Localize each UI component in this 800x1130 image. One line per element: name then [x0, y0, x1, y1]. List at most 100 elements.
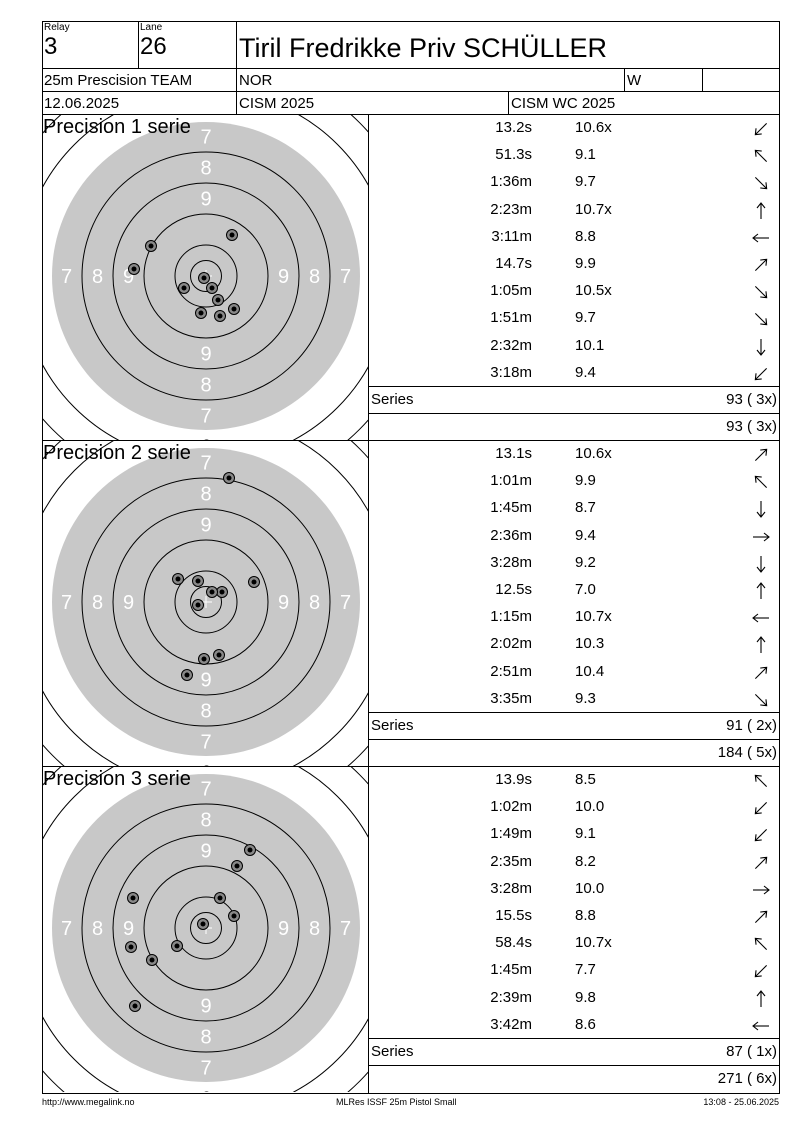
shot-time: 1:15m	[490, 608, 532, 626]
shot-mark	[197, 918, 209, 930]
shot-row: 1:02m 10.0	[369, 794, 779, 821]
shot-score: 10.5x	[575, 282, 612, 300]
target-diagram: 6666777788889999	[43, 767, 369, 1092]
series-summary-line	[368, 712, 780, 713]
shot-mark	[231, 860, 243, 872]
shot-score: 9.1	[575, 146, 596, 164]
direction-arrow-icon	[752, 233, 769, 243]
ring-number: 7	[61, 918, 72, 940]
series-title: Precision 1 serie	[43, 116, 191, 138]
shot-time: 1:02m	[490, 798, 532, 816]
ring-number: 8	[309, 592, 320, 614]
ring-number: 8	[309, 266, 320, 288]
shot-time: 3:42m	[490, 1015, 532, 1033]
shot-score: 9.3	[575, 689, 596, 707]
ring-number: 7	[340, 266, 351, 288]
direction-arrow-icon	[754, 856, 768, 869]
running-summary-line	[368, 413, 780, 414]
ring-number: 7	[340, 592, 351, 614]
shot-time: 2:32m	[490, 336, 532, 354]
footer-software: MLRes ISSF 25m Pistol Small	[336, 1097, 457, 1107]
series-total: 87 ( 1x)	[726, 1043, 777, 1060]
direction-arrow-icon	[756, 989, 766, 1007]
shot-row: 1:36m 9.7	[369, 169, 779, 196]
shot-time: 13.1s	[495, 445, 532, 462]
shot-score: 9.9	[575, 255, 596, 272]
shot-time: 3:28m	[490, 879, 532, 897]
ring-number: 7	[340, 918, 351, 940]
shot-score: 8.8	[575, 227, 596, 245]
lane-value: 26	[140, 33, 167, 60]
relay-value: 3	[44, 33, 58, 60]
shot-row: 51.3s 9.1	[369, 142, 779, 169]
frame-bottom	[42, 1093, 780, 1094]
section-divider	[368, 115, 369, 441]
shot-mark	[206, 586, 218, 598]
target-inner-ten	[190, 912, 222, 944]
section-separator	[42, 766, 780, 767]
direction-arrow-icon	[756, 582, 766, 599]
shot-score: 10.6x	[575, 119, 612, 136]
shot-time: 2:02m	[490, 635, 532, 653]
lane-cell: Lane 26	[138, 21, 236, 68]
shot-row: 3:28m 9.2	[369, 550, 779, 577]
shot-mark	[128, 263, 140, 275]
frame-left	[42, 21, 43, 1094]
ring-number: 9	[200, 841, 211, 863]
target-ring	[112, 508, 300, 696]
shot-mark	[216, 586, 228, 598]
series-total: 91 ( 2x)	[726, 717, 777, 734]
shot-row: 3:28m 10.0	[369, 876, 779, 903]
direction-arrow-icon	[754, 937, 768, 951]
shot-score: 8.5	[575, 771, 596, 788]
ring-number: 9	[123, 266, 134, 288]
shot-score: 10.7x	[575, 934, 612, 952]
shot-time: 1:36m	[490, 173, 532, 191]
shot-mark	[226, 229, 238, 241]
shot-time: 3:11m	[491, 227, 532, 245]
ring-number: 8	[92, 918, 103, 940]
shot-score: 8.8	[575, 907, 596, 924]
running-total: 184 ( 5x)	[717, 744, 777, 761]
running-summary-line	[368, 739, 780, 740]
shot-mark	[146, 954, 158, 966]
ring-number: 9	[200, 344, 211, 366]
shot-mark	[206, 282, 218, 294]
direction-arrow-icon	[756, 338, 766, 356]
direction-arrow-icon	[754, 666, 768, 679]
shot-time: 1:51m	[490, 309, 532, 327]
ring-number: 8	[92, 266, 103, 288]
series-title: Precision 3 serie	[43, 768, 191, 790]
section-separator	[42, 440, 780, 441]
shot-row: 13.9s 8.5	[369, 767, 779, 794]
direction-arrow-icon	[756, 501, 766, 519]
ring-number: 8	[200, 701, 211, 723]
running-summary: 184 ( 5x)	[369, 740, 779, 767]
ring-number: 9	[200, 515, 211, 537]
series-label: Series	[371, 717, 414, 734]
shot-mark	[125, 941, 137, 953]
shot-mark	[172, 573, 184, 585]
shot-score: 9.7	[575, 173, 596, 191]
shot-mark	[244, 844, 256, 856]
shot-time: 2:23m	[490, 200, 532, 218]
relay-label: Relay	[44, 22, 70, 33]
target-ring	[81, 803, 331, 1053]
shot-row: 2:32m 10.1	[369, 333, 779, 360]
shot-time: 2:39m	[490, 988, 532, 1006]
shot-mark	[192, 599, 204, 611]
shot-mark	[212, 294, 224, 306]
shot-row: 3:11m 8.8	[369, 224, 779, 251]
direction-arrow-icon	[752, 1021, 769, 1031]
ring-number: 9	[123, 592, 134, 614]
series-summary-line	[368, 1038, 780, 1039]
event: CISM WC 2025	[511, 95, 616, 112]
shot-row: 12.5s 7.0	[369, 577, 779, 604]
shot-score: 7.7	[575, 961, 596, 979]
ring-number: 8	[309, 918, 320, 940]
target-diagram: 6666777788889999	[43, 115, 369, 440]
shot-row: 13.1s 10.6x	[369, 441, 779, 468]
hdr-vline-gender	[702, 68, 703, 91]
footer-website[interactable]: http://www.megalink.no	[42, 1097, 135, 1107]
shot-time: 1:01m	[490, 472, 532, 490]
